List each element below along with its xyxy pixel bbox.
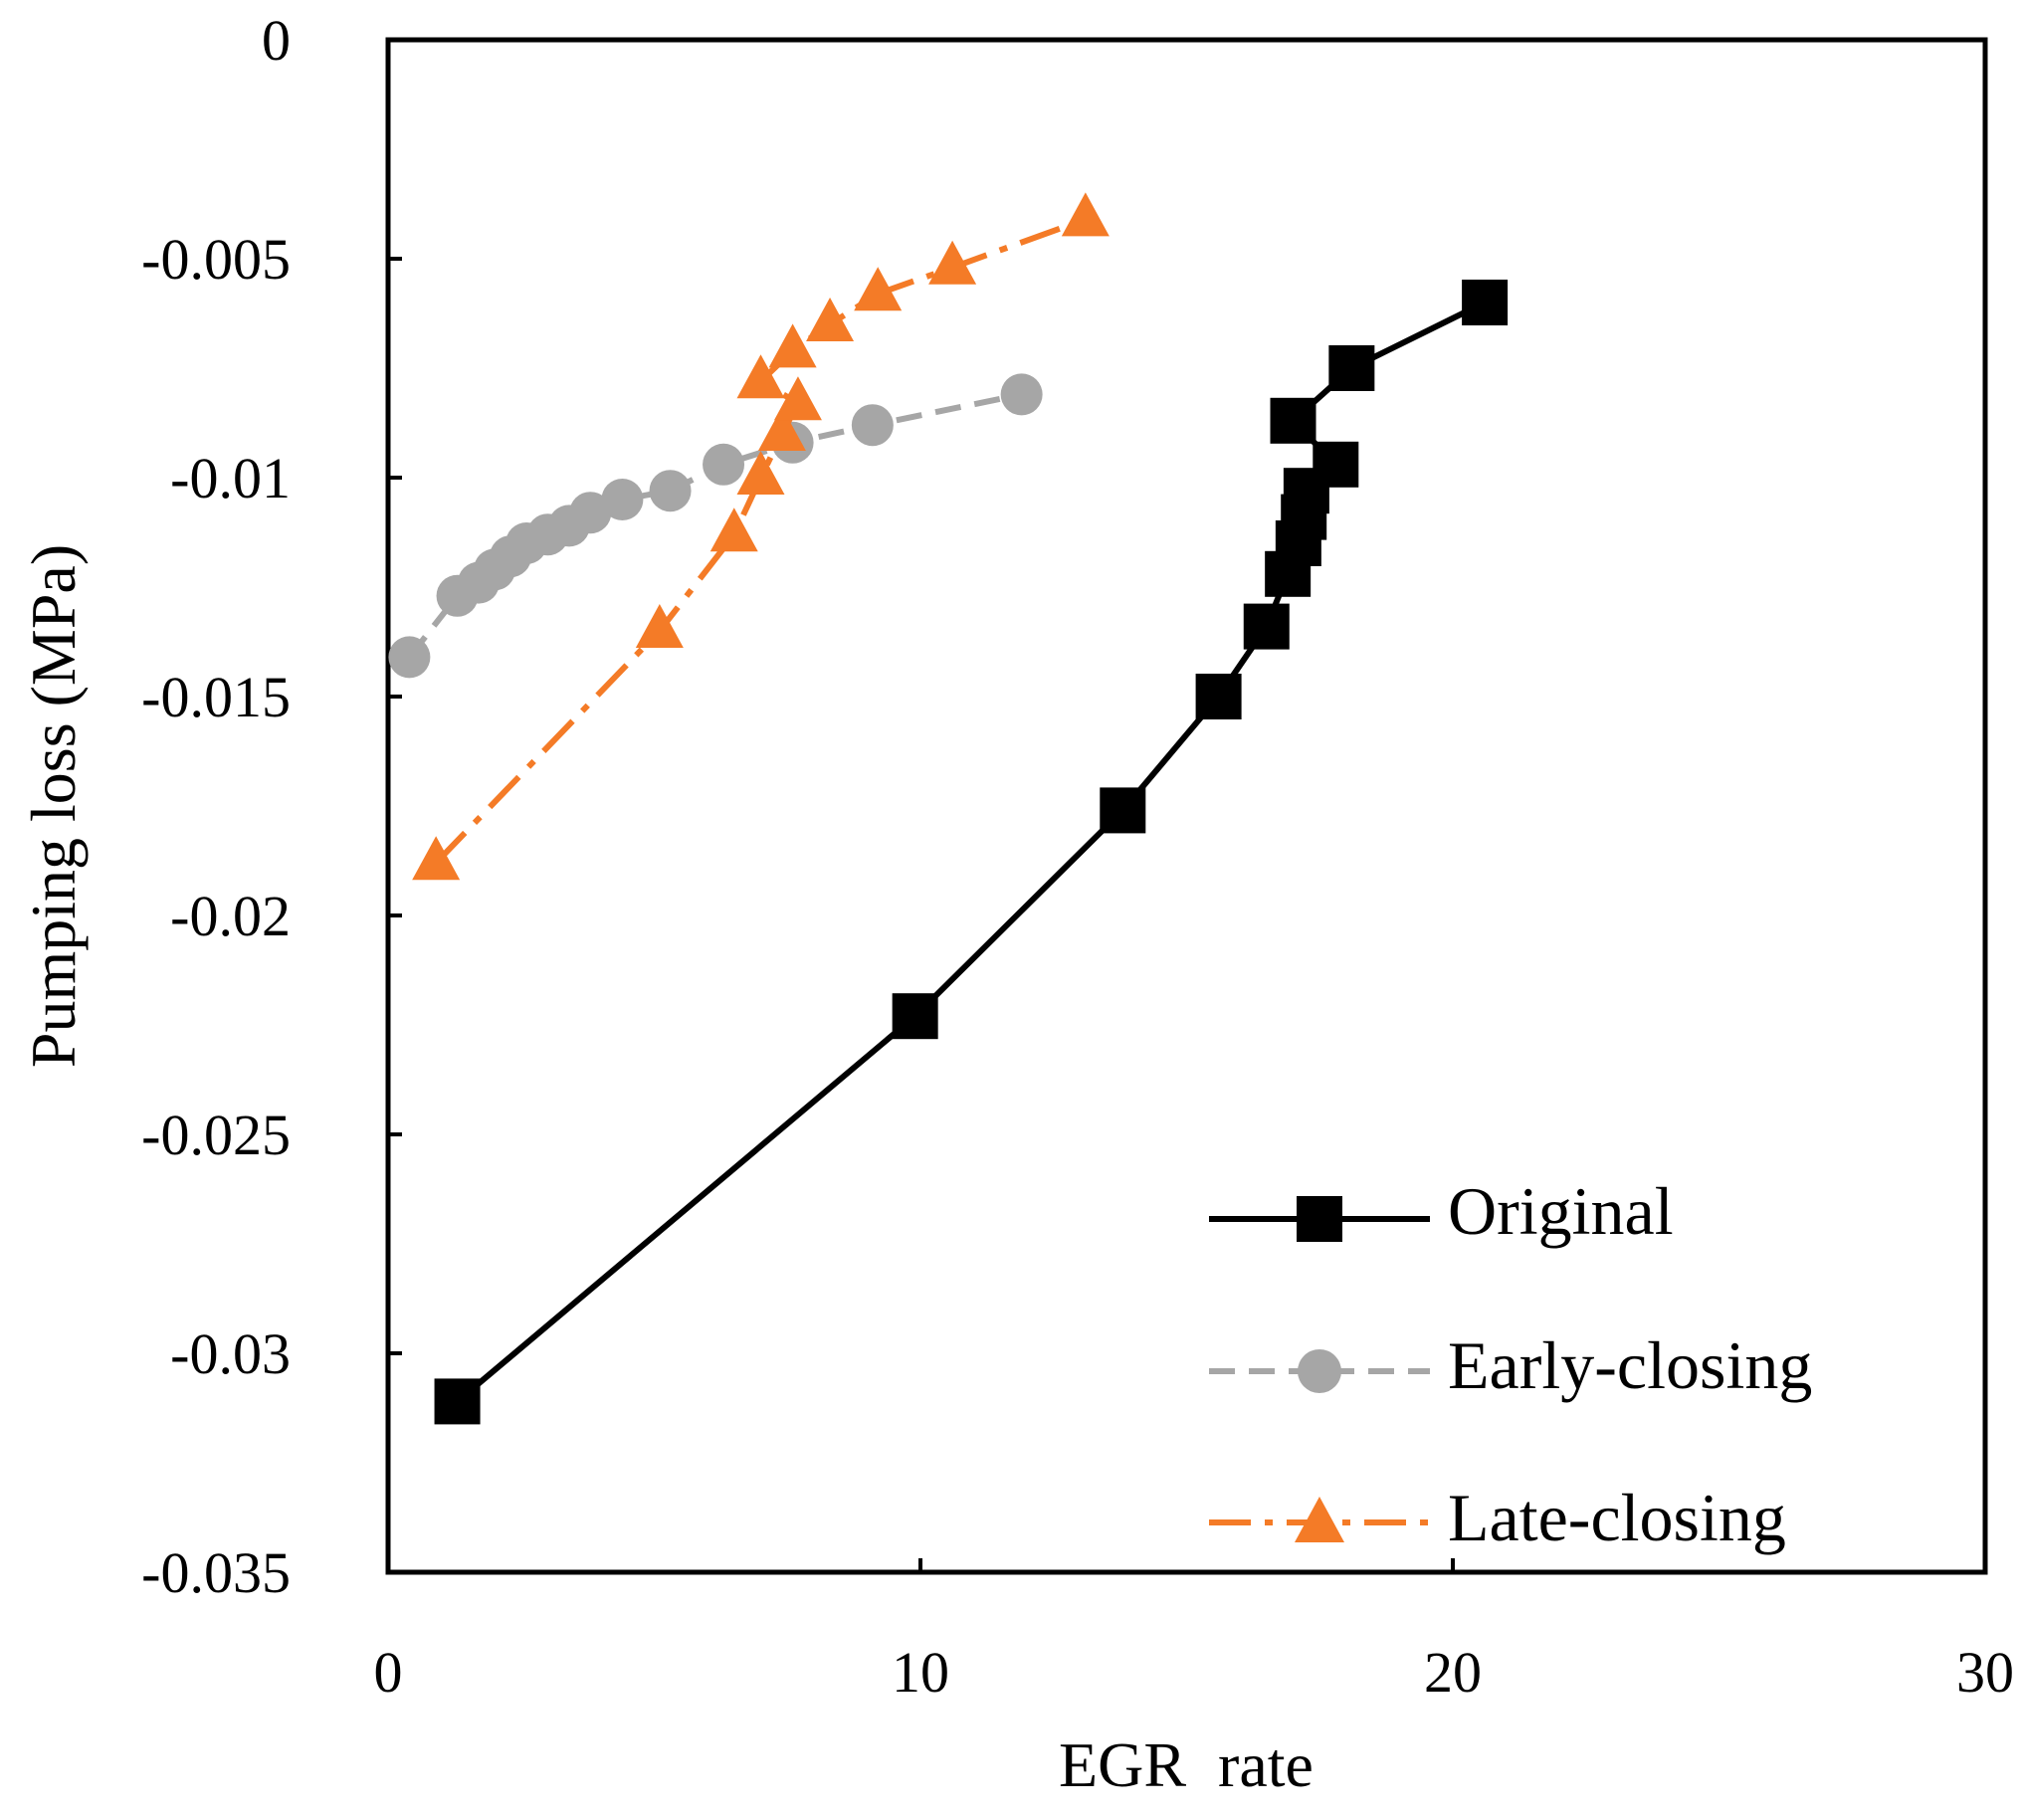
- legend-entry-original: Original: [1209, 1173, 1674, 1249]
- legend-label-early-closing: Early-closing: [1448, 1327, 1812, 1403]
- data-point-late-closing: [768, 323, 817, 368]
- data-point-late-closing: [806, 298, 855, 341]
- data-point-late-closing: [854, 267, 903, 311]
- data-point-late-closing: [412, 836, 461, 881]
- legend-label-original: Original: [1448, 1173, 1674, 1249]
- y-tick-label: 0: [262, 8, 291, 73]
- data-point-early-closing: [851, 404, 894, 447]
- data-point-early-closing: [388, 636, 431, 679]
- data-point-original: [1100, 787, 1146, 834]
- data-point-late-closing: [736, 451, 785, 495]
- y-tick-label: -0.02: [170, 884, 291, 948]
- data-point-original: [1328, 345, 1375, 391]
- series-line-early-closing: [407, 391, 1023, 660]
- x-tick-label: 0: [374, 1640, 403, 1705]
- x-tick-label: 20: [1424, 1640, 1482, 1705]
- x-tick-label: 10: [892, 1640, 949, 1705]
- data-point-early-closing: [703, 443, 745, 486]
- data-point-original: [1462, 280, 1509, 325]
- legend-swatch-original-marker: [1297, 1196, 1342, 1242]
- data-point-early-closing: [1000, 373, 1043, 416]
- data-point-early-closing: [649, 470, 692, 512]
- data-point-original: [892, 993, 938, 1040]
- y-tick-label: -0.03: [170, 1321, 291, 1386]
- legend-swatch-late-closing-marker: [1295, 1497, 1344, 1542]
- data-point-late-closing: [773, 376, 822, 421]
- data-point-late-closing: [1061, 192, 1110, 237]
- series-original: [434, 280, 1509, 1425]
- y-tick-label: -0.01: [170, 446, 291, 510]
- y-tick-label: -0.025: [141, 1103, 291, 1167]
- legend-entry-early-closing: Early-closing: [1209, 1327, 1812, 1403]
- legend-entry-late-closing: Late-closing: [1209, 1480, 1786, 1555]
- legend-swatch-early-closing-marker: [1298, 1349, 1341, 1393]
- data-point-original: [1243, 603, 1290, 650]
- data-point-original: [434, 1378, 481, 1425]
- series-early-closing: [388, 373, 1043, 679]
- data-point-early-closing: [569, 492, 612, 534]
- legend: Original Early-closing Late-closing: [1209, 1173, 1812, 1555]
- x-axis-title: EGR rate: [1059, 1729, 1314, 1800]
- data-point-late-closing: [928, 240, 977, 285]
- data-point-late-closing: [709, 507, 758, 552]
- data-point-late-closing: [757, 407, 806, 451]
- x-tick-label: 30: [1956, 1640, 2014, 1705]
- y-tick-label: -0.015: [141, 665, 291, 729]
- data-point-late-closing: [736, 354, 785, 399]
- data-point-original: [1313, 441, 1359, 488]
- y-tick-label: -0.005: [141, 227, 291, 292]
- plot-area-frame: [385, 37, 1988, 1575]
- series-layer: [388, 192, 1509, 1425]
- y-axis-ticks: 0 -0.005 -0.01 -0.015 -0.02 -0.025 -0.03 -0.035: [141, 8, 402, 1605]
- data-point-late-closing: [635, 604, 684, 648]
- x-axis-ticks: 0 10 20 30: [374, 1558, 2014, 1705]
- data-point-original: [1195, 674, 1242, 719]
- data-point-original: [1270, 397, 1316, 444]
- data-point-early-closing: [601, 479, 644, 520]
- series-late-closing: [412, 192, 1110, 881]
- y-axis-title: Pumping loss (MPa): [18, 544, 89, 1068]
- legend-label-late-closing: Late-closing: [1448, 1480, 1786, 1555]
- y-tick-label: -0.035: [141, 1540, 291, 1605]
